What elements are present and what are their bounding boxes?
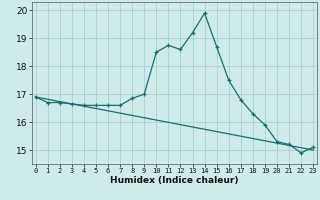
- X-axis label: Humidex (Indice chaleur): Humidex (Indice chaleur): [110, 176, 239, 185]
